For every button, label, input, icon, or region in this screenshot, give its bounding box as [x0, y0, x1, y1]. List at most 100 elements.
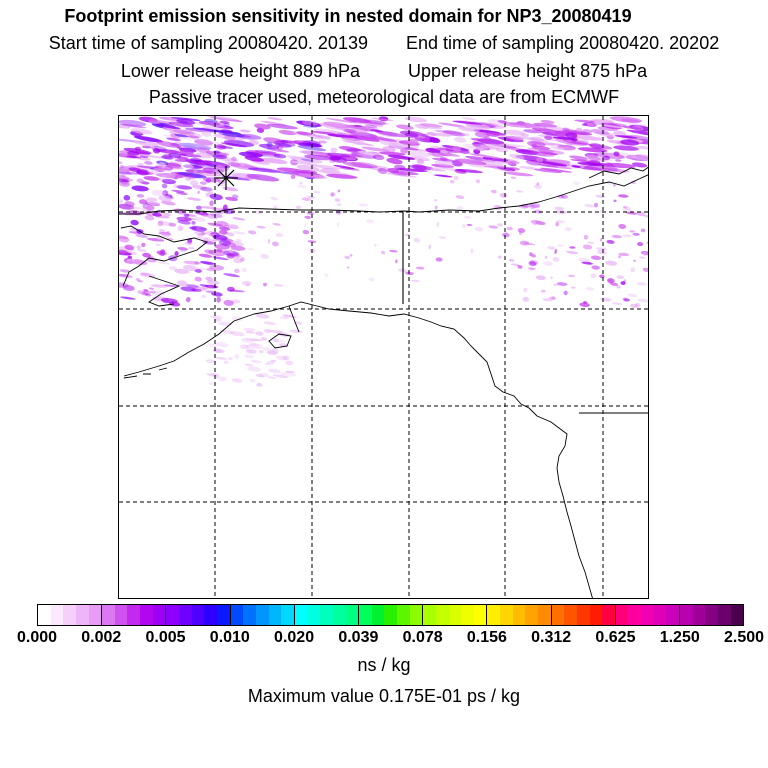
- plume-cell: [489, 157, 509, 162]
- colorbar-swatch: [371, 605, 385, 625]
- plume-cell: [302, 125, 318, 128]
- plume-cell: [158, 195, 172, 202]
- plume-cell: [279, 316, 289, 320]
- plume-cell: [205, 116, 238, 120]
- plume-cell: [263, 321, 276, 325]
- plume-cell: [523, 122, 533, 129]
- colorbar-swatch: [243, 605, 256, 625]
- plume-cell: [330, 192, 335, 197]
- colorbar-swatch: [359, 605, 372, 625]
- plume-cell: [254, 123, 271, 130]
- plume-cell: [119, 124, 131, 129]
- plume-cell: [523, 242, 536, 246]
- plume-cell: [577, 147, 608, 153]
- colorbar-swatch: [384, 605, 397, 625]
- release-lower: Lower release height 889 hPa: [120, 61, 360, 81]
- plume-cell: [416, 135, 426, 139]
- plume-cell: [123, 147, 152, 155]
- plume-cell: [192, 184, 208, 190]
- plume-cell: [622, 208, 633, 213]
- plume-cell: [119, 198, 124, 204]
- colorbar-swatch: [307, 605, 321, 625]
- plume-cell: [245, 338, 260, 342]
- plume-cell: [630, 180, 636, 185]
- plume-cell: [372, 154, 385, 160]
- plume-cell: [600, 237, 603, 242]
- plume-cell: [577, 162, 603, 167]
- plume-cell: [597, 126, 619, 132]
- plume-cell: [431, 163, 455, 168]
- colorbar-tick-label: 0.625: [595, 629, 636, 646]
- plume-cell: [600, 297, 612, 302]
- plume-cell: [461, 117, 476, 121]
- plume-cell: [434, 132, 453, 137]
- plume-cell: [414, 137, 433, 143]
- plume-cell: [552, 256, 560, 262]
- plume-cell: [611, 302, 623, 305]
- plume-cell: [267, 238, 271, 244]
- plume-cell: [135, 278, 141, 281]
- plume-cell: [216, 165, 225, 171]
- plume-cell: [434, 199, 438, 202]
- plume-cell: [304, 222, 307, 228]
- plume-cell: [234, 353, 240, 359]
- plume-cell: [171, 189, 185, 193]
- plume-cell: [255, 373, 265, 378]
- plume-cell: [509, 259, 515, 262]
- plume-cell: [529, 203, 541, 208]
- plume-cell: [227, 162, 241, 167]
- plume-cell: [150, 284, 168, 288]
- plume-cell: [322, 121, 351, 129]
- colorbar-swatch: [230, 605, 244, 625]
- plume-cell: [411, 279, 420, 282]
- plume-cell: [241, 267, 247, 273]
- plume-cell: [190, 157, 203, 163]
- plume-cell: [541, 131, 558, 136]
- plume-cell: [184, 241, 193, 246]
- plume-cell: [640, 250, 648, 256]
- plume-cell: [136, 245, 141, 249]
- aleutian-islands: [123, 367, 168, 379]
- plume-cell: [222, 241, 237, 248]
- plume-cell: [186, 174, 196, 180]
- plume-cell: [161, 200, 176, 206]
- plume-cell: [133, 135, 164, 143]
- plume-cell: [197, 233, 204, 237]
- plume-cell: [137, 157, 151, 161]
- plume-cell: [582, 244, 593, 250]
- plume-cell: [134, 146, 142, 151]
- colorbar-swatch: [615, 605, 629, 625]
- plume-cell: [198, 253, 213, 258]
- plume-cell: [223, 122, 230, 128]
- plume-cell: [599, 132, 611, 137]
- plume-cell: [289, 329, 303, 334]
- plume-cell: [169, 161, 183, 165]
- plume-cell: [506, 226, 513, 231]
- plume-cell: [497, 136, 524, 143]
- plume-cell: [135, 234, 149, 238]
- plume-cell: [224, 159, 235, 165]
- plume-cell: [260, 254, 269, 260]
- plume-cell: [222, 152, 230, 156]
- plume-cell: [133, 141, 142, 145]
- plume-cell: [447, 147, 455, 150]
- colorbar-swatch: [628, 605, 642, 625]
- plume-cell: [228, 357, 233, 361]
- plume-cell: [144, 215, 155, 221]
- plume-cell: [595, 194, 606, 198]
- plume-cell: [344, 255, 351, 260]
- plume-cell: [361, 146, 390, 152]
- plume-cell: [152, 148, 161, 154]
- plume-cell: [381, 250, 386, 255]
- arctic-coast: [119, 174, 648, 215]
- plume-cell: [144, 161, 153, 165]
- plume-cell: [239, 129, 251, 133]
- plume-cell: [119, 160, 123, 165]
- colorbar-swatch: [692, 605, 706, 625]
- plume-cell: [200, 206, 218, 210]
- plume-cell: [554, 206, 565, 211]
- plume-cell: [599, 274, 605, 279]
- plume-cell: [263, 282, 267, 287]
- plume-cell: [231, 316, 244, 322]
- plume-cell: [148, 287, 154, 290]
